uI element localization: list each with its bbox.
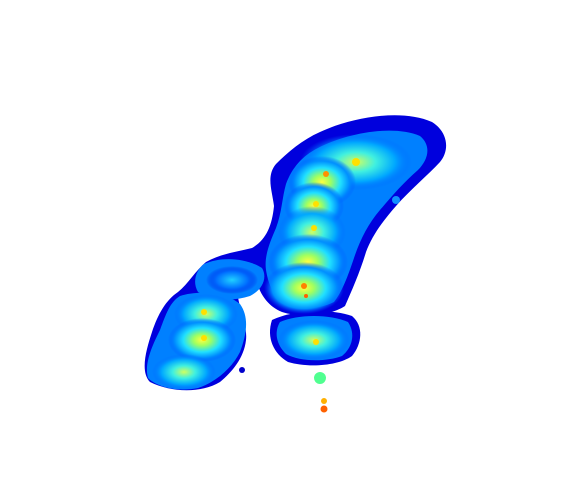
hot-spots <box>201 158 360 345</box>
outlier-points <box>239 196 400 413</box>
